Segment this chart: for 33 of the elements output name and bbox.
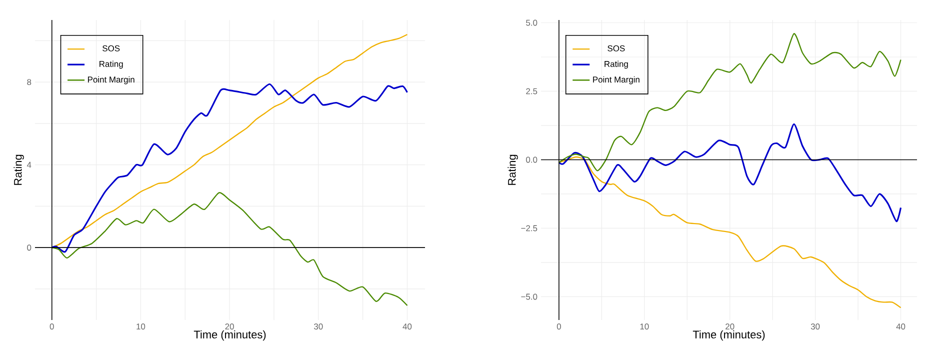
x-tick-label: 20 xyxy=(225,324,234,330)
y-tick-label: −5.0 xyxy=(521,294,538,300)
legend-label: Point Margin xyxy=(88,76,134,84)
x-tick-label: 0 xyxy=(50,324,54,330)
x-axis-title: Time (minutes) xyxy=(194,330,266,341)
line-series xyxy=(558,156,902,308)
line-series xyxy=(558,123,902,222)
y-tick-label: −2.5 xyxy=(521,225,538,232)
legend-label: SOS xyxy=(608,45,625,52)
legend-label: Rating xyxy=(100,60,123,69)
x-tick-label: 0 xyxy=(556,324,561,330)
y-tick-label: 2.5 xyxy=(526,88,538,94)
y-tick-label: 0 xyxy=(27,244,32,251)
x-tick-label: 40 xyxy=(896,324,906,330)
x-tick-label: 40 xyxy=(402,324,412,330)
legend-label: SOS xyxy=(102,45,120,52)
y-tick-label: 4 xyxy=(26,162,32,168)
x-tick-label: 30 xyxy=(810,324,820,330)
y-axis-title: Rating xyxy=(14,154,24,185)
line-series xyxy=(51,83,408,253)
x-tick-label: 10 xyxy=(136,324,146,330)
line-series xyxy=(558,33,902,172)
x-tick-label: 10 xyxy=(640,324,649,330)
y-axis-title: Rating xyxy=(508,154,518,185)
x-tick-label: 20 xyxy=(726,324,734,330)
line-series xyxy=(51,192,408,306)
legend-label: Rating xyxy=(604,60,628,69)
y-tick-label: 8 xyxy=(27,79,32,86)
x-tick-label: 30 xyxy=(314,324,323,330)
x-axis-title: Time (minutes) xyxy=(692,330,765,341)
legend-label: Point Margin xyxy=(593,76,640,84)
y-tick-label: 0.0 xyxy=(526,156,538,163)
y-tick-label: 5.0 xyxy=(526,20,538,26)
